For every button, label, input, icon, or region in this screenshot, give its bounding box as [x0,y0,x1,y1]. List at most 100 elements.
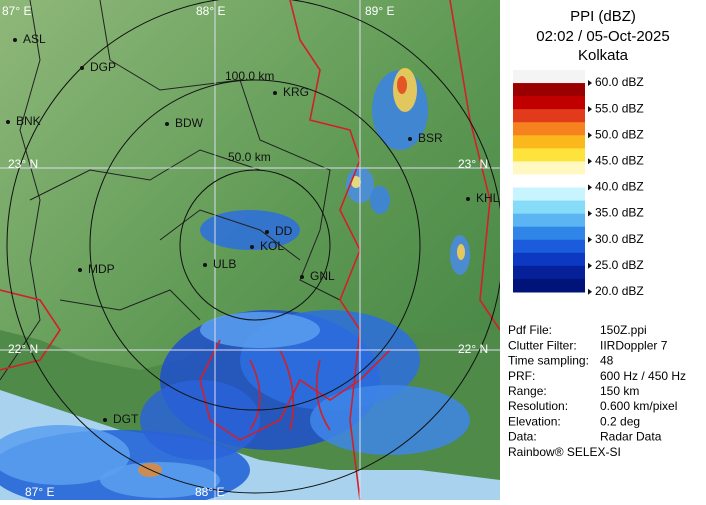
legend-arrow [588,106,592,113]
city-label: DD [275,224,293,238]
grid-label: 88° E [195,485,224,499]
legend-swatch [513,187,585,202]
range-ring [6,0,500,494]
district-border [0,0,41,381]
legend-arrow [588,262,592,269]
state-border [199,339,391,441]
legend-swatch [513,109,585,123]
state-border [0,289,61,371]
legend-swatch [513,252,585,267]
legend-swatch [513,161,585,175]
info-value: Radar Data [600,430,662,444]
legend-swatch [513,200,585,215]
legend-swatch [513,96,585,110]
city-dot [466,197,470,201]
radar-echo [310,385,470,455]
legend-label: 20.0 dBZ [595,284,644,298]
legend-arrow [588,236,592,243]
grid-label: 87° E [2,4,31,18]
info-value: 48 [600,354,614,368]
legend-swatch [513,122,585,136]
state-border [449,0,500,331]
info-label: Resolution: [508,399,568,413]
legend-arrow [588,80,592,86]
legend-label: 40.0 dBZ [595,180,644,194]
info-label: PRF: [508,369,535,383]
district-border [159,209,301,261]
grid-label: 88° E [196,4,225,18]
legend-arrow [588,184,592,191]
radar-echo [0,425,130,485]
legend-arrow [588,132,592,139]
city-label: DGT [113,412,139,426]
legend-swatch [513,278,585,293]
range-ring [89,79,421,411]
legend-arrow [588,158,592,165]
info-value: 600 Hz / 450 Hz [600,369,686,383]
radar-echo [370,186,390,214]
info-value: IIRDoppler 7 [600,338,668,352]
radar-echo [200,210,300,250]
ring-label: 50.0 km [228,150,271,164]
info-label: Time sampling: [508,354,589,368]
info-label: Data: [508,430,537,444]
legend-swatch [513,239,585,254]
city-dot [165,122,169,126]
grid-label: 87° E [25,485,54,499]
title: PPI (dBZ) [570,8,636,25]
district-border [29,149,261,201]
ring-label: 100.0 km [225,69,274,83]
legend-label: 55.0 dBZ [595,101,644,115]
radar-echo [457,244,465,260]
legend-swatch [513,70,585,84]
city-label: BDW [175,116,204,130]
radar-echo [200,312,320,348]
city-label: GNL [310,269,335,283]
city-dot [13,38,17,42]
grid-label: 22° N [458,342,488,356]
info-label: Clutter Filter: [508,338,577,352]
city-label: DGP [90,60,116,74]
city-label: KRG [283,85,309,99]
footer: Rainbow® SELEX-SI [508,445,621,459]
city-dot [408,137,412,141]
city-dot [273,91,277,95]
legend-swatch [513,226,585,241]
legend-label: 60.0 dBZ [595,75,644,89]
map-layer: 87° E 88° E 89° E 23° N 23° N 22° N 22° N 87° E… [0,0,500,500]
district-border [99,0,341,301]
city-dot [265,230,269,234]
city-label: BSR [418,131,443,145]
city-label: KOL [260,239,284,253]
info-value: 0.2 deg [600,414,640,428]
radar-echo [351,176,361,188]
city-dot [78,268,82,272]
district-border [59,289,201,321]
city-dot [203,263,207,267]
state-border [289,0,361,500]
city-label: ASL [23,32,46,46]
radar-echo [100,462,220,498]
radar-echo [140,380,260,460]
info-label: Pdf File: [508,323,552,337]
grid-label: 23° N [458,157,488,171]
grid-label: 89° E [365,4,394,18]
info-value: 150Z.ppi [600,323,647,337]
city-label: MDP [88,262,115,276]
grid-label: 23° N [8,157,38,171]
legend-swatch [513,174,585,189]
city-label: ULB [213,257,236,271]
city-label: BNK [16,114,41,128]
legend-arrow [588,210,592,217]
legend-swatch [513,148,585,162]
info-value: 0.600 km/pixel [600,399,677,413]
legend-swatch [513,265,585,280]
info-label: Elevation: [508,414,561,428]
legend-label: 35.0 dBZ [595,206,644,220]
legend-arrow [588,288,592,295]
info-label: Range: [508,384,547,398]
legend-label: 45.0 dBZ [595,153,644,167]
